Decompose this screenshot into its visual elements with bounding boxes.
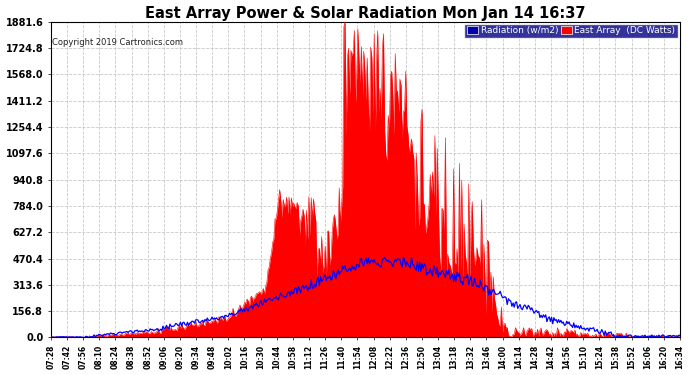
Text: Copyright 2019 Cartronics.com: Copyright 2019 Cartronics.com bbox=[52, 38, 184, 46]
Legend: Radiation (w/m2), East Array  (DC Watts): Radiation (w/m2), East Array (DC Watts) bbox=[464, 24, 678, 38]
Title: East Array Power & Solar Radiation Mon Jan 14 16:37: East Array Power & Solar Radiation Mon J… bbox=[145, 6, 586, 21]
